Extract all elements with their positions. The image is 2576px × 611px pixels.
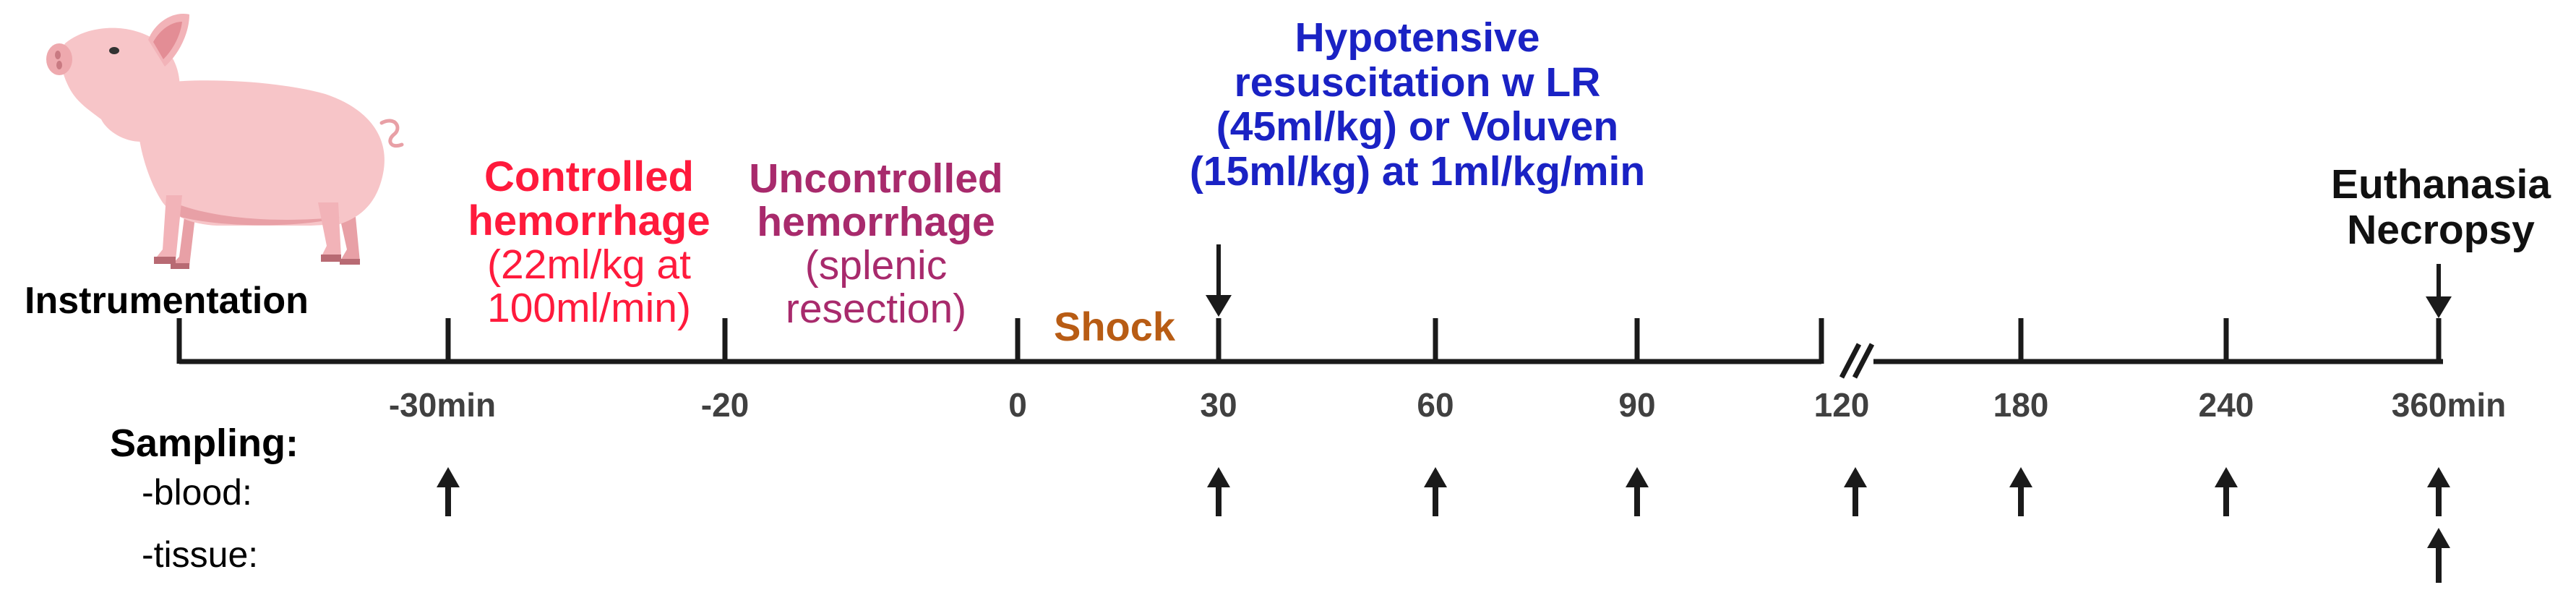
tick-label: 360min <box>2391 386 2507 424</box>
pig-leg-back-left <box>171 217 195 266</box>
tick-label: 90 <box>1618 386 1656 424</box>
tick-label: 60 <box>1417 386 1454 424</box>
euthanasia-line-2: Necropsy <box>2347 206 2535 253</box>
tick-label: -30min <box>388 386 497 424</box>
resuscitation-line-2: resuscitation w LR <box>1234 59 1601 106</box>
sampling-tissue-label: -tissue: <box>142 534 259 575</box>
pig-illustration <box>46 14 404 269</box>
resuscitation-label: Hypotensive resuscitation w LR (45ml/kg)… <box>1132 14 1703 195</box>
pig-snout <box>46 43 72 75</box>
up-arrow-icon <box>1207 467 1230 516</box>
sampling-title: Sampling: <box>110 422 299 465</box>
down-arrow-icon <box>1206 244 1232 317</box>
uncontrolled-title-line-2: hemorrhage <box>757 198 995 245</box>
tick-label: 180 <box>1993 386 2049 424</box>
tick-label: 120 <box>1813 386 1870 424</box>
pig-leg-front-right <box>318 202 341 257</box>
pig-eye <box>109 47 119 54</box>
tick-label: 240 <box>2198 386 2254 424</box>
pig-body <box>137 80 385 226</box>
controlled-hemorrhage-label: Controlled hemorrhage (22ml/kg at 100ml/… <box>448 155 730 330</box>
tick-label: -20 <box>700 386 750 424</box>
controlled-title-line-2: hemorrhage <box>468 197 710 244</box>
instrumentation-label: Instrumentation <box>25 280 309 322</box>
uncontrolled-hemorrhage-label: Uncontrolled hemorrhage (splenic resecti… <box>731 155 1021 332</box>
blood-sampling-arrows <box>437 467 2450 516</box>
uncontrolled-title-line-1: Uncontrolled <box>749 155 1003 202</box>
uncontrolled-detail-line-2: resection) <box>785 285 967 332</box>
up-arrow-icon <box>2427 467 2450 516</box>
pig-belly-shade <box>173 202 340 226</box>
up-arrow-icon <box>1844 467 1867 516</box>
up-arrow-icon <box>2215 467 2238 516</box>
euthanasia-label: Euthanasia Necropsy <box>2307 162 2575 252</box>
controlled-title-line-1: Controlled <box>484 153 694 200</box>
up-arrow-icon <box>2009 467 2032 516</box>
controlled-detail-line-2: 100ml/min) <box>487 284 691 331</box>
up-arrow-icon <box>1626 467 1649 516</box>
pig-leg-front-left <box>154 195 182 260</box>
down-arrow-icon <box>2426 264 2452 318</box>
up-arrow-icon <box>2427 528 2450 583</box>
uncontrolled-detail-line-1: (splenic <box>804 242 948 289</box>
pig-leg-back-right <box>340 217 360 262</box>
controlled-detail-line-1: (22ml/kg at <box>487 241 691 288</box>
pig-head <box>61 27 180 142</box>
tick-label: 30 <box>1200 386 1237 424</box>
sampling-blood-label: -blood: <box>142 472 252 513</box>
up-arrow-icon <box>437 467 460 516</box>
tick-label: 0 <box>1008 386 1027 424</box>
shock-label: Shock <box>1054 304 1176 349</box>
up-arrow-icon <box>1424 467 1447 516</box>
resuscitation-line-1: Hypotensive <box>1295 14 1540 61</box>
resuscitation-line-3: (45ml/kg) or Voluven <box>1216 103 1619 150</box>
tissue-sampling-arrows <box>2427 528 2450 583</box>
axis-break-icon <box>1839 343 1875 379</box>
euthanasia-line-1: Euthanasia <box>2330 161 2551 208</box>
resuscitation-line-4: (15ml/kg) at 1ml/kg/min <box>1189 148 1646 195</box>
pig-tail <box>379 119 404 148</box>
